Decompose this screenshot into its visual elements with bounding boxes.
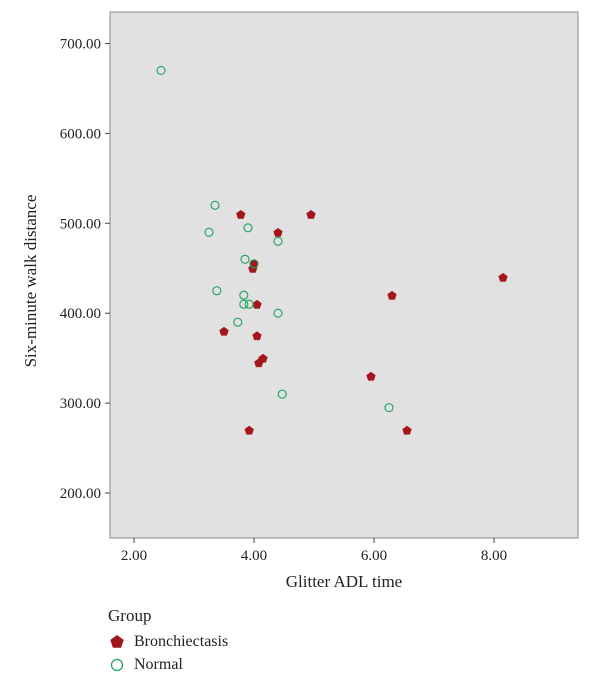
data-point-normal xyxy=(277,389,287,399)
data-point-bronchiectasis xyxy=(498,272,508,282)
x-tick-label: 8.00 xyxy=(481,548,507,564)
data-point-normal xyxy=(204,227,214,237)
data-points xyxy=(156,65,508,435)
data-point-normal xyxy=(239,299,249,309)
data-point-bronchiectasis xyxy=(387,290,397,300)
data-point-normal xyxy=(244,299,254,309)
pentagon-marker-icon xyxy=(110,634,124,648)
x-axis-label: Glitter ADL time xyxy=(286,572,402,591)
y-axis-label: Six-minute walk distance xyxy=(21,195,40,368)
data-point-bronchiectasis xyxy=(254,358,264,368)
data-point-bronchiectasis xyxy=(306,209,316,219)
data-point-bronchiectasis xyxy=(252,331,262,341)
axes: 200.00 300.00 400.00 500.00 600.00 700.00 2.00… xyxy=(60,36,507,564)
x-tick-label: 4.00 xyxy=(241,548,267,564)
data-point-bronchiectasis xyxy=(244,425,254,435)
data-point-bronchiectasis xyxy=(236,209,246,219)
data-point-bronchiectasis xyxy=(219,326,229,336)
x-tick-label: 2.00 xyxy=(121,548,147,564)
plot-area xyxy=(109,11,579,539)
legend: Group Bronchiectasis Normal xyxy=(108,606,228,676)
y-tick-label: 500.00 xyxy=(60,216,101,232)
legend-title: Group xyxy=(108,606,152,625)
data-point-normal xyxy=(239,290,249,300)
y-tick-label: 200.00 xyxy=(60,486,101,502)
data-point-normal xyxy=(240,254,250,264)
data-point-bronchiectasis xyxy=(402,425,412,435)
data-point-normal xyxy=(273,236,283,246)
data-point-normal xyxy=(243,223,253,233)
data-point-normal xyxy=(233,317,243,327)
data-point-bronchiectasis xyxy=(273,227,283,237)
y-tick-label: 300.00 xyxy=(60,396,101,412)
data-point-normal xyxy=(273,308,283,318)
y-tick-label: 700.00 xyxy=(60,36,101,52)
x-tick-label: 6.00 xyxy=(361,548,387,564)
legend-item-bronchiectasis: Bronchiectasis xyxy=(108,630,228,653)
legend-label-bronchiectasis: Bronchiectasis xyxy=(134,632,229,650)
data-point-normal xyxy=(249,259,259,269)
y-tick-label: 400.00 xyxy=(60,306,101,322)
legend-item-normal: Normal xyxy=(108,653,228,676)
scatter-chart: 200.00 300.00 400.00 500.00 600.00 700.00 2.00… xyxy=(21,11,579,591)
data-point-normal xyxy=(212,286,222,296)
circle-marker-icon xyxy=(110,658,124,671)
data-point-bronchiectasis xyxy=(366,371,376,381)
legend-label-normal: Normal xyxy=(134,655,183,673)
data-point-normal xyxy=(210,200,220,210)
y-tick-label: 600.00 xyxy=(60,126,101,142)
data-point-normal xyxy=(156,65,166,75)
data-point-normal xyxy=(384,403,394,413)
